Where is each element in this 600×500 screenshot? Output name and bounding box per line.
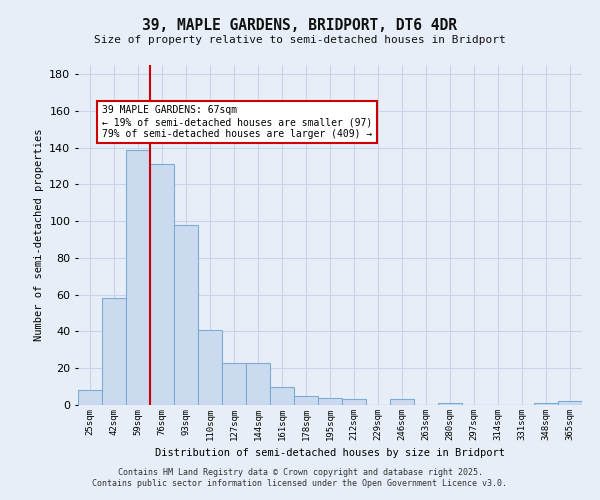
Bar (102, 298, 126, 405)
Bar (174, 225, 198, 405)
Bar (126, 150, 150, 405)
Bar (342, 400, 366, 405)
Bar (270, 386, 294, 405)
Bar (534, 403, 558, 405)
Bar (558, 402, 582, 405)
Bar (438, 403, 462, 405)
Bar (78, 390, 102, 405)
Bar (294, 396, 318, 405)
Bar (198, 330, 222, 405)
Text: Size of property relative to semi-detached houses in Bridport: Size of property relative to semi-detach… (94, 35, 506, 45)
Bar (150, 164, 174, 405)
Bar (390, 400, 414, 405)
Text: 39 MAPLE GARDENS: 67sqm
← 19% of semi-detached houses are smaller (97)
79% of se: 39 MAPLE GARDENS: 67sqm ← 19% of semi-de… (102, 106, 372, 138)
Bar (246, 362, 270, 405)
Text: 39, MAPLE GARDENS, BRIDPORT, DT6 4DR: 39, MAPLE GARDENS, BRIDPORT, DT6 4DR (143, 18, 458, 32)
Y-axis label: Number of semi-detached properties: Number of semi-detached properties (34, 128, 44, 341)
Text: Contains HM Land Registry data © Crown copyright and database right 2025.
Contai: Contains HM Land Registry data © Crown c… (92, 468, 508, 487)
X-axis label: Distribution of semi-detached houses by size in Bridport: Distribution of semi-detached houses by … (155, 448, 505, 458)
Bar (222, 362, 246, 405)
Bar (318, 398, 342, 405)
